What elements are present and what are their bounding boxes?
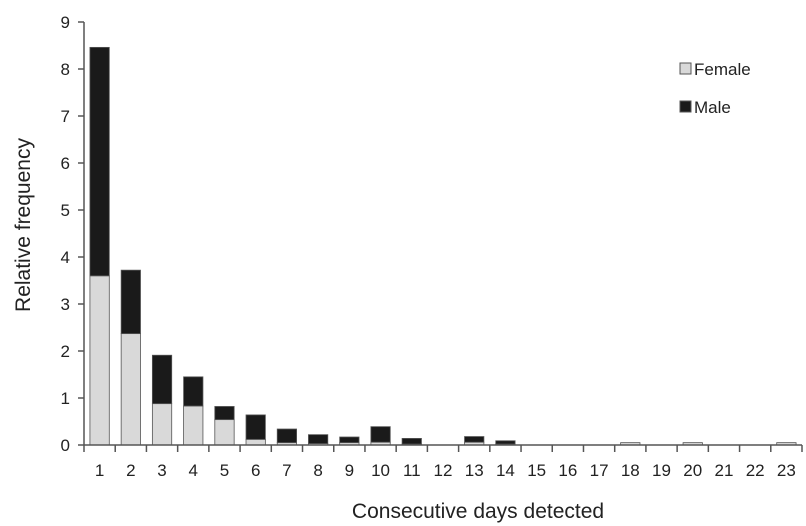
x-tick-label: 1	[95, 461, 104, 480]
y-tick-label: 4	[61, 248, 70, 267]
x-tick-label: 9	[345, 461, 354, 480]
y-tick-label: 7	[61, 107, 70, 126]
legend-swatch-male	[679, 100, 692, 113]
x-tick-label: 20	[683, 461, 702, 480]
y-tick-label: 8	[61, 60, 70, 79]
x-tick-label: 17	[590, 461, 609, 480]
bar-male-7	[276, 428, 297, 444]
x-tick-label: 2	[126, 461, 135, 480]
x-tick-label: 16	[558, 461, 577, 480]
y-tick-label: 5	[61, 201, 70, 220]
bar-male-13	[464, 436, 485, 443]
legend-swatch-female	[679, 62, 692, 75]
bar-female-1	[89, 275, 110, 446]
bar-male-6	[245, 414, 266, 440]
y-axis-title: Relative frequency	[12, 138, 35, 312]
x-tick-label: 11	[403, 461, 421, 480]
y-tick-label: 3	[61, 295, 70, 314]
x-tick-label: 3	[157, 461, 166, 480]
x-tick-label: 18	[621, 461, 640, 480]
x-tick-label: 10	[371, 461, 390, 480]
x-tick-label: 4	[189, 461, 198, 480]
legend-label-male: Male	[694, 98, 731, 117]
bar-female-5	[214, 419, 235, 446]
y-tick-label: 6	[61, 154, 70, 173]
y-tick-label: 0	[61, 436, 70, 455]
x-ticks: 1 2 3 4 5 6 7 8 9 10 11 12 13 14 15 16 17 18 19 20 21 22 23	[83, 445, 803, 480]
x-tick-label: 14	[496, 461, 515, 480]
x-tick-label: 5	[220, 461, 229, 480]
x-tick-label: 6	[251, 461, 260, 480]
bar-male-9	[339, 436, 360, 444]
x-tick-label: 12	[434, 461, 453, 480]
x-tick-label: 21	[714, 461, 733, 480]
y-ticks: 0 1 2 3 4 5 6 7 8 9	[61, 13, 84, 455]
x-tick-label: 7	[282, 461, 291, 480]
x-tick-label: 19	[652, 461, 671, 480]
y-tick-label: 1	[61, 389, 70, 408]
x-tick-label: 23	[777, 461, 796, 480]
y-tick-label: 9	[61, 13, 70, 32]
bar-female-3	[151, 403, 173, 446]
bar-male-11	[401, 438, 422, 445]
axes-layer	[83, 22, 802, 446]
x-tick-label: 22	[746, 461, 765, 480]
legend-item-female: Female	[679, 60, 751, 79]
bar-male-1	[89, 46, 110, 277]
bar-male-14	[495, 440, 516, 445]
legend-label-female: Female	[694, 60, 751, 79]
bar-female-4	[183, 405, 204, 446]
x-tick-label: 8	[313, 461, 322, 480]
bar-male-5	[214, 406, 235, 421]
bar-male-8	[308, 434, 329, 444]
bar-male-3	[151, 354, 173, 405]
bar-male-4	[183, 376, 204, 407]
legend: Female Male	[679, 60, 751, 117]
legend-item-male: Male	[679, 98, 731, 117]
bar-male-10	[370, 426, 391, 443]
bar-male-2	[120, 269, 141, 335]
x-axis-title: Consecutive days detected	[352, 500, 604, 523]
bars-layer	[89, 46, 797, 446]
y-tick-label: 2	[61, 342, 70, 361]
x-tick-label: 15	[527, 461, 546, 480]
bar-female-6	[245, 438, 266, 446]
bar-female-2	[120, 333, 141, 446]
x-tick-label: 13	[465, 461, 484, 480]
